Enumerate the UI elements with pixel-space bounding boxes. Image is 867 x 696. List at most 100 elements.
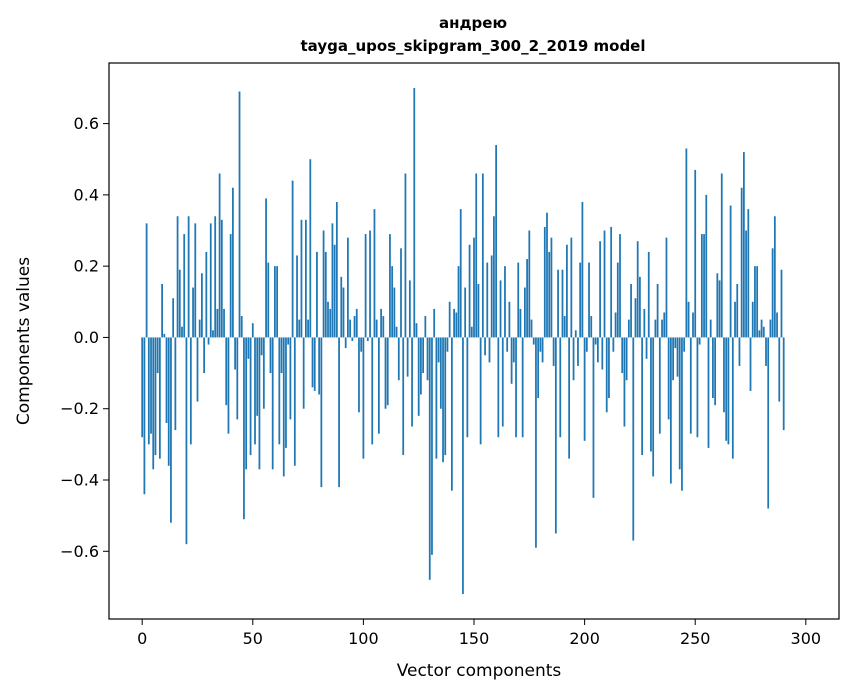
bar [333,244,336,338]
y-tick-label: 0.2 [74,257,99,276]
bar [373,209,376,338]
bar [258,337,261,470]
bar [316,251,318,338]
bar [782,337,785,431]
bar [243,337,245,520]
bar [643,308,646,338]
bar [510,337,513,384]
bar [366,337,369,341]
bar [234,337,236,370]
bar [751,301,754,338]
x-tick-label: 150 [459,629,490,648]
bar [163,333,166,338]
bar [147,337,150,445]
bar [521,337,524,438]
bar [769,319,772,338]
bar [192,287,194,338]
bar [145,223,148,338]
bar [289,337,292,420]
bar [470,326,473,338]
bar [245,337,248,470]
bar [216,308,219,338]
x-tick-label: 100 [348,629,379,648]
bar [380,308,382,338]
bar [539,337,542,352]
bar [466,337,469,438]
bar [203,337,206,374]
bar [442,337,444,463]
bar [636,241,639,338]
bar [196,337,199,402]
bar [256,337,259,416]
bar [424,316,427,338]
bar [351,337,354,341]
bar [568,337,571,459]
bar [490,255,493,338]
bar [703,234,705,338]
bar [417,337,420,416]
bar [630,283,632,338]
bar [608,337,610,399]
bar [566,244,568,338]
bar [570,237,573,338]
bar [665,237,668,338]
bar [276,266,279,338]
bar [329,308,332,338]
bar [762,326,765,338]
bar [167,337,170,466]
bar [172,298,175,338]
bar [395,326,398,338]
bar [647,251,650,338]
bar [311,337,314,388]
x-axis-ticks: 0 50 100 150 200 250 300 [137,619,821,648]
bar [742,152,745,338]
bar [313,337,316,391]
bar [353,316,356,338]
bar [400,248,402,338]
bar [612,337,615,352]
bar [347,237,349,338]
bar [375,319,378,338]
bar [765,337,767,366]
bar [265,198,267,338]
bar [712,337,714,399]
bar [293,337,296,466]
bar [428,337,431,580]
bar [362,337,365,459]
bar [212,330,214,338]
bar [588,262,590,338]
bar [338,337,340,488]
bar [475,173,478,338]
bar [415,323,418,338]
bar [676,337,679,377]
bar [546,212,548,338]
bar [535,337,537,548]
bar [727,337,730,445]
bar [178,269,181,338]
bar [391,266,394,338]
bar [371,337,374,445]
bar [601,337,604,370]
bar [537,337,540,399]
bar [282,337,285,477]
bar [669,337,672,484]
bar [249,337,252,456]
bar [150,337,152,434]
bar [209,223,212,338]
bar [335,202,338,338]
bar [736,283,739,338]
bar [437,337,440,363]
bar [681,337,683,491]
bar [408,280,411,338]
bar [603,230,606,338]
bar [517,262,520,338]
bar [658,337,661,434]
bar [154,337,157,456]
bar [508,301,511,338]
bar [561,269,564,338]
bar [384,337,387,409]
bar [486,262,489,338]
bar [464,287,467,338]
bar [579,262,582,338]
